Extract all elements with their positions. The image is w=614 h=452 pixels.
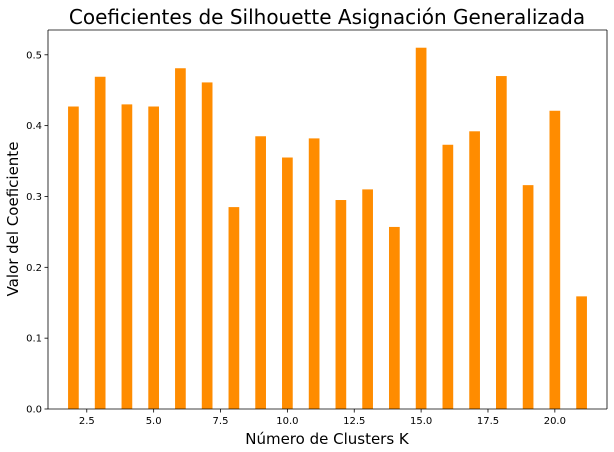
bar-k-4 [121,104,133,409]
bar-k-9 [255,136,266,409]
bar-k-17 [469,131,480,410]
x-tick-label: 20.0 [544,416,566,427]
chart-title: Coeficientes de Silhouette Asignación Ge… [69,5,585,29]
bar-k-6 [175,68,186,409]
y-tick-label: 0.0 [26,405,42,416]
y-tick-label: 0.4 [26,121,42,132]
x-tick-label: 15.0 [410,416,432,427]
bar-k-18 [496,76,507,410]
bar-k-8 [228,207,240,409]
bar-k-2 [68,106,79,409]
y-axis-label: Valor del Coeficiente [4,142,22,297]
x-tick-label: 7.5 [213,416,229,427]
bars-group [68,47,587,410]
bar-k-5 [148,106,159,409]
y-tick-label: 0.2 [26,263,42,274]
x-tick-label: 12.5 [343,416,365,427]
bar-k-13 [362,189,373,409]
x-axis-ticks: 2.5 5.0 7.5 10.0 12.5 15.0 17.5 20.0 [79,409,566,427]
bar-k-3 [94,76,106,409]
bar-k-16 [442,144,454,409]
x-tick-label: 2.5 [79,416,95,427]
x-axis-label: Número de Clusters K [245,430,410,448]
bar-k-7 [201,82,213,410]
x-tick-label: 10.0 [276,416,298,427]
x-tick-label: 5.0 [146,416,162,427]
bar-k-19 [522,185,534,409]
bar-k-15 [415,47,427,410]
y-tick-label: 0.3 [26,192,42,203]
bar-k-10 [282,157,293,409]
bar-k-20 [549,110,561,409]
y-axis-ticks: 0.0 0.1 0.2 0.3 0.4 0.5 [26,50,48,416]
bar-k-21 [576,296,587,409]
y-tick-label: 0.5 [26,50,42,61]
bar-k-11 [308,138,320,409]
plot-frame [47,29,608,410]
bar-k-12 [335,200,347,409]
x-tick-label: 17.5 [477,416,499,427]
bar-k-14 [389,226,400,409]
y-tick-label: 0.1 [26,334,42,345]
